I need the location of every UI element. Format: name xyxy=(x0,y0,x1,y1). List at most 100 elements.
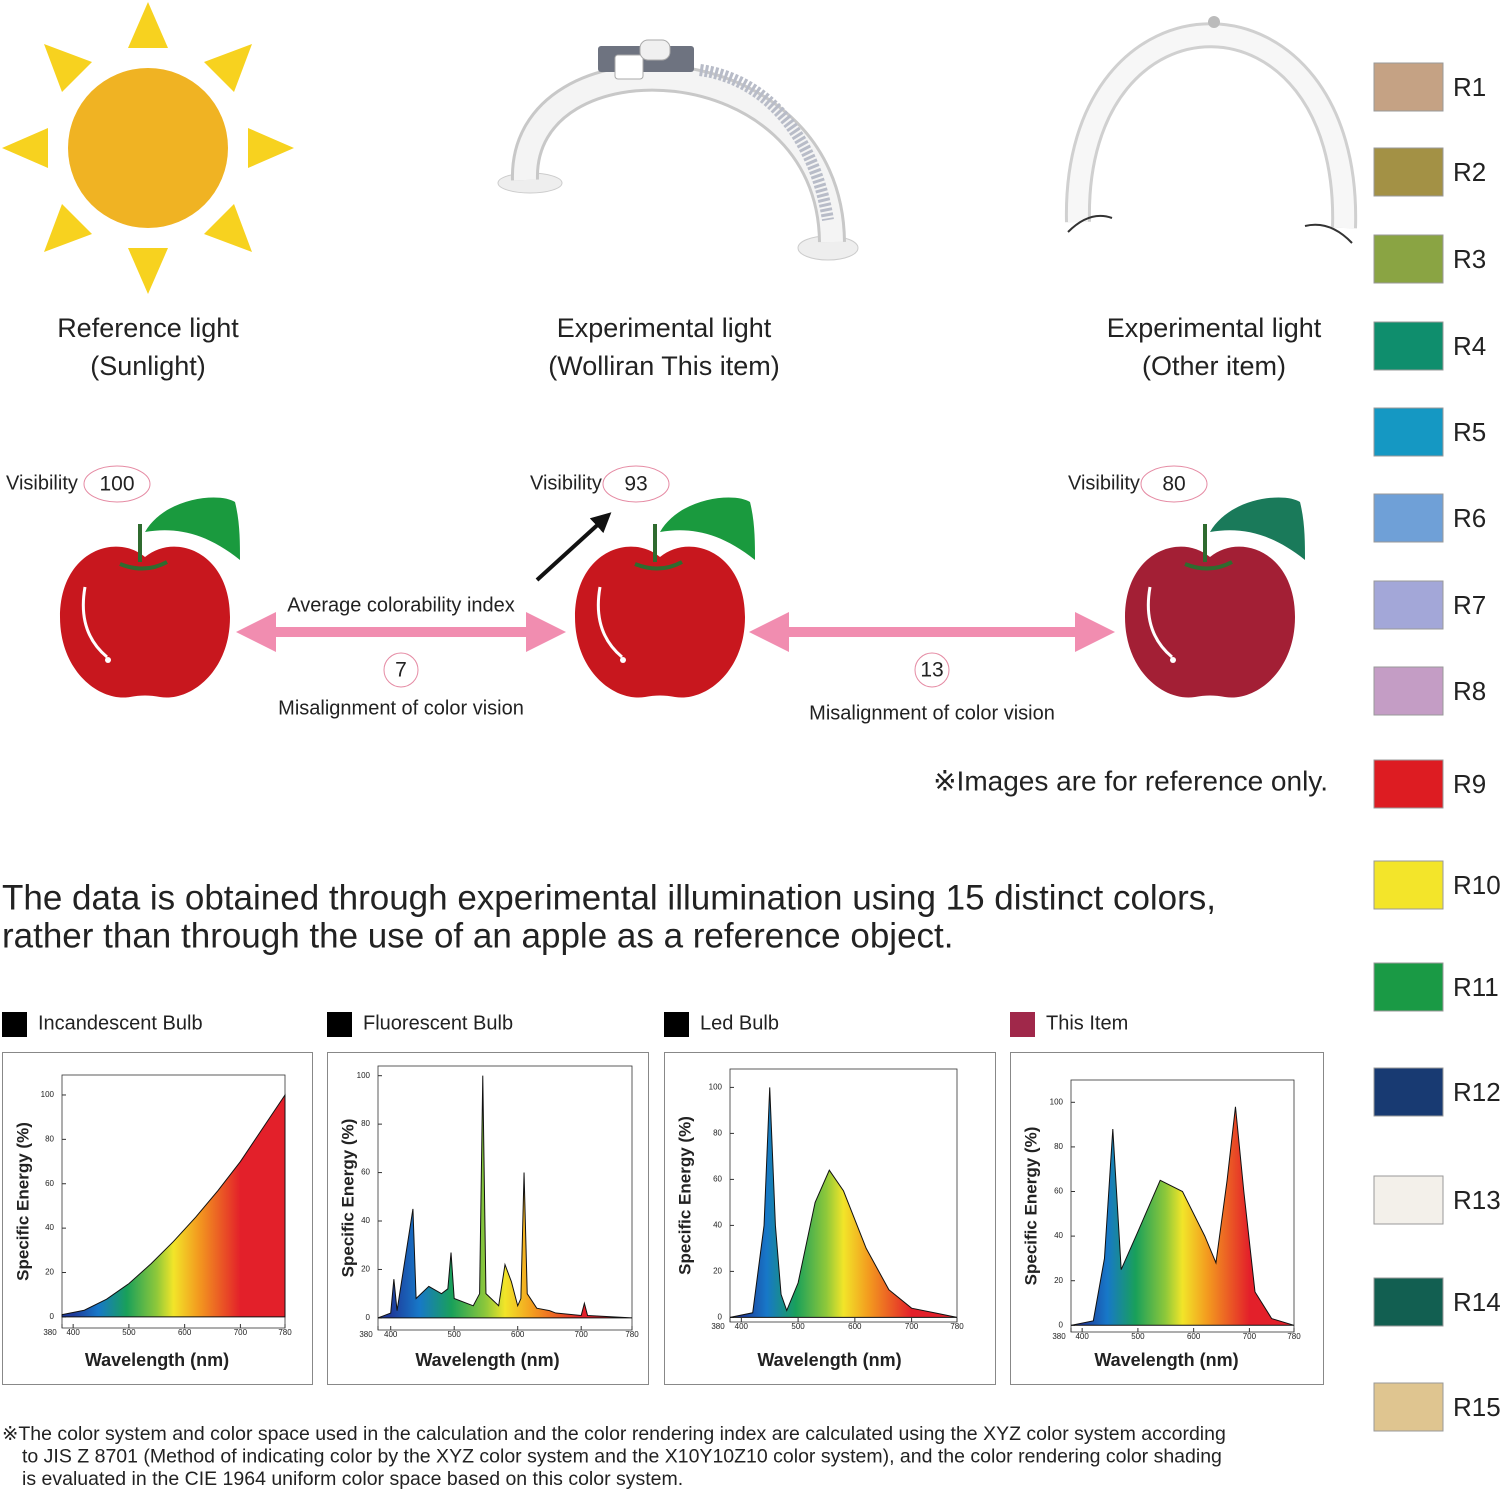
sun-icon xyxy=(2,2,294,294)
color-swatch xyxy=(1373,1382,1444,1432)
x-tick-label: 380 xyxy=(1052,1332,1066,1341)
y-tick-label: 100 xyxy=(41,1090,55,1099)
apple xyxy=(575,546,745,698)
y-tick-label: 60 xyxy=(45,1179,54,1188)
apple-leaf xyxy=(1210,497,1305,560)
x-tick-label: 780 xyxy=(625,1330,639,1339)
y-tick-label: 0 xyxy=(366,1313,371,1322)
swatch-label: R1 xyxy=(1453,72,1486,102)
x-axis-label: Wavelength (nm) xyxy=(757,1350,901,1370)
source-label: (Sunlight) xyxy=(90,351,206,381)
color-swatch xyxy=(1373,580,1444,630)
headline: The data is obtained through experimenta… xyxy=(2,878,1216,917)
x-axis-label: Wavelength (nm) xyxy=(415,1350,559,1370)
footnote: ※The color system and color space used i… xyxy=(2,1423,1226,1445)
chart-title: Led Bulb xyxy=(700,1012,779,1034)
chart-frame xyxy=(2,1052,313,1385)
y-tick-label: 60 xyxy=(361,1168,370,1177)
headline: rather than through the use of an apple … xyxy=(2,916,953,955)
comparison-title: Average colorability index xyxy=(287,594,515,616)
color-swatch xyxy=(1373,407,1444,457)
apple-shine-dot xyxy=(1170,657,1176,663)
plot-frame xyxy=(377,1065,633,1331)
x-tick-label: 400 xyxy=(1075,1332,1089,1341)
x-tick-label: 380 xyxy=(43,1328,57,1337)
x-tick-label: 700 xyxy=(575,1330,589,1339)
comparison-caption: Misalignment of color vision xyxy=(809,702,1055,724)
x-tick-label: 400 xyxy=(735,1322,749,1331)
x-tick-label: 400 xyxy=(384,1330,398,1339)
value-badge xyxy=(1140,465,1208,503)
x-tick-label: 780 xyxy=(278,1328,292,1337)
source-label: Reference light xyxy=(57,313,239,343)
color-swatch xyxy=(1373,759,1444,809)
x-tick-label: 600 xyxy=(1187,1332,1201,1341)
y-tick-label: 80 xyxy=(45,1134,54,1143)
x-axis-label: Wavelength (nm) xyxy=(85,1350,229,1370)
swatch-label: R15 xyxy=(1453,1392,1500,1422)
legend-key xyxy=(664,1012,689,1037)
spectrum-area xyxy=(61,1093,286,1318)
visibility-value: 100 xyxy=(99,473,134,496)
visibility-label: Visibility xyxy=(1068,472,1140,494)
y-tick-label: 20 xyxy=(713,1267,722,1276)
x-axis-label: Wavelength (nm) xyxy=(1094,1350,1238,1370)
chart-frame xyxy=(664,1052,996,1385)
chart-title: Fluorescent Bulb xyxy=(363,1012,513,1034)
lamp-other-item xyxy=(1064,16,1358,244)
footnote: is evaluated in the CIE 1964 uniform col… xyxy=(22,1468,683,1490)
comparison-caption: Misalignment of color vision xyxy=(278,697,524,719)
visibility-value: 93 xyxy=(624,473,647,496)
y-tick-label: 20 xyxy=(1054,1276,1063,1285)
visibility-label: Visibility xyxy=(530,472,602,494)
plot-frame xyxy=(1070,1079,1295,1333)
y-axis-label: Specific Energy (%) xyxy=(338,1119,357,1278)
swatch-label: R4 xyxy=(1453,331,1486,361)
color-swatch xyxy=(1373,321,1444,371)
x-tick-label: 500 xyxy=(448,1330,462,1339)
source-label: Experimental light xyxy=(1107,313,1322,343)
x-tick-label: 380 xyxy=(359,1330,373,1339)
apple-shine xyxy=(1146,586,1173,659)
apple-stem xyxy=(1184,524,1233,571)
swatch-label: R7 xyxy=(1453,590,1486,620)
y-tick-label: 80 xyxy=(713,1129,722,1138)
swatch-label: R13 xyxy=(1453,1185,1500,1215)
swatch-label: R12 xyxy=(1453,1077,1500,1107)
y-tick-label: 80 xyxy=(361,1119,370,1128)
y-tick-label: 60 xyxy=(713,1175,722,1184)
swatch-label: R8 xyxy=(1453,676,1486,706)
chart-frame xyxy=(1010,1052,1324,1385)
apple xyxy=(1125,546,1295,698)
apple-shine xyxy=(81,586,108,659)
spectrum-area xyxy=(1070,1106,1295,1326)
y-tick-label: 20 xyxy=(45,1268,54,1277)
x-tick-label: 600 xyxy=(848,1322,862,1331)
color-swatch xyxy=(1373,1067,1444,1117)
footnote: to JIS Z 8701 (Method of indicating colo… xyxy=(22,1446,1222,1468)
y-axis-label: Specific Energy (%) xyxy=(1021,1127,1040,1286)
x-tick-label: 380 xyxy=(711,1322,725,1331)
source-label: Experimental light xyxy=(557,313,772,343)
value-badge xyxy=(383,652,419,688)
y-tick-label: 0 xyxy=(50,1312,55,1321)
swatch-label: R2 xyxy=(1453,157,1486,187)
x-tick-label: 500 xyxy=(1131,1332,1145,1341)
swatch-label: R14 xyxy=(1453,1287,1500,1317)
x-tick-label: 780 xyxy=(950,1322,964,1331)
color-swatch xyxy=(1373,493,1444,543)
y-tick-label: 60 xyxy=(1054,1187,1063,1196)
apple-stem xyxy=(119,524,168,571)
swatch-label: R9 xyxy=(1453,769,1486,799)
color-swatch xyxy=(1373,62,1444,112)
y-tick-label: 40 xyxy=(361,1216,370,1225)
apple-stem xyxy=(634,524,683,571)
source-label: (Other item) xyxy=(1142,351,1286,381)
y-tick-label: 100 xyxy=(357,1071,371,1080)
chart-title: This Item xyxy=(1046,1012,1128,1034)
y-axis-label: Specific Energy (%) xyxy=(675,1116,694,1275)
x-tick-label: 780 xyxy=(1287,1332,1301,1341)
x-tick-label: 700 xyxy=(905,1322,919,1331)
x-tick-label: 500 xyxy=(122,1328,136,1337)
